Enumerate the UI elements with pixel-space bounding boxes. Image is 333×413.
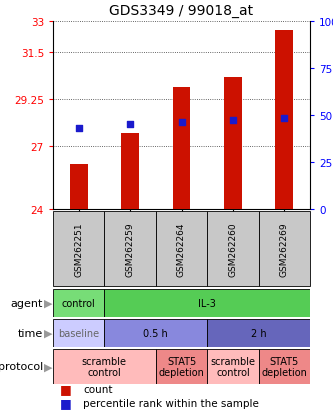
Text: count: count xyxy=(83,384,113,394)
Bar xyxy=(275,31,293,209)
Text: scramble
control: scramble control xyxy=(82,356,127,377)
Title: GDS3349 / 99018_at: GDS3349 / 99018_at xyxy=(110,4,253,18)
Point xyxy=(76,125,81,131)
Point xyxy=(128,122,133,128)
Bar xyxy=(172,88,190,209)
Text: agent: agent xyxy=(11,298,43,308)
Text: IL-3: IL-3 xyxy=(198,298,216,308)
Bar xyxy=(121,133,139,209)
Bar xyxy=(207,319,310,347)
Text: 2 h: 2 h xyxy=(251,328,266,338)
Bar xyxy=(207,211,259,286)
Text: percentile rank within the sample: percentile rank within the sample xyxy=(83,398,259,408)
Bar xyxy=(53,289,105,317)
Text: baseline: baseline xyxy=(58,328,99,338)
Bar xyxy=(156,211,207,286)
Bar xyxy=(259,211,310,286)
Point xyxy=(230,118,235,124)
Bar xyxy=(53,349,156,384)
Bar xyxy=(207,349,259,384)
Bar xyxy=(53,211,105,286)
Point xyxy=(179,120,184,126)
Bar xyxy=(156,349,207,384)
Text: 0.5 h: 0.5 h xyxy=(144,328,168,338)
Text: STAT5
depletion: STAT5 depletion xyxy=(159,356,204,377)
Text: GSM262269: GSM262269 xyxy=(280,222,289,276)
Text: ■: ■ xyxy=(60,382,71,396)
Text: STAT5
depletion: STAT5 depletion xyxy=(261,356,307,377)
Text: ■: ■ xyxy=(60,396,71,410)
Text: GSM262251: GSM262251 xyxy=(74,222,83,276)
Text: ▶: ▶ xyxy=(44,298,53,308)
Text: scramble
control: scramble control xyxy=(210,356,255,377)
Text: ▶: ▶ xyxy=(44,362,53,372)
Text: ▶: ▶ xyxy=(44,328,53,338)
Point xyxy=(282,116,287,122)
Bar xyxy=(70,165,88,209)
Text: GSM262260: GSM262260 xyxy=(228,222,237,276)
Text: time: time xyxy=(18,328,43,338)
Text: control: control xyxy=(62,298,96,308)
Bar xyxy=(105,319,207,347)
Bar xyxy=(259,349,310,384)
Text: protocol: protocol xyxy=(0,362,43,372)
Text: GSM262264: GSM262264 xyxy=(177,222,186,276)
Bar xyxy=(53,319,105,347)
Bar xyxy=(105,211,156,286)
Bar xyxy=(105,289,310,317)
Text: GSM262259: GSM262259 xyxy=(126,222,135,276)
Bar xyxy=(224,78,242,209)
